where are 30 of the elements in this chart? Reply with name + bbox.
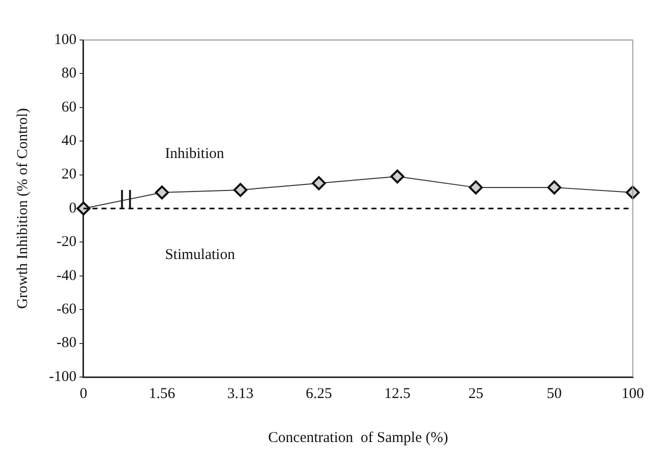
y-tick-label: -100 bbox=[48, 368, 76, 385]
point bbox=[390, 169, 404, 184]
x-tick-label: 1.56 bbox=[148, 386, 176, 402]
point bbox=[547, 180, 562, 194]
point bbox=[154, 185, 169, 200]
y-tick-label: -20 bbox=[56, 234, 76, 250]
x-tick-label: 100 bbox=[622, 386, 644, 402]
x-tick-label: 50 bbox=[546, 386, 562, 402]
x-tick-label: 6.25 bbox=[306, 386, 332, 402]
x-tick-label: 25 bbox=[468, 386, 484, 402]
y-tick-label: 0 bbox=[68, 200, 76, 216]
x-tick-label: 12.5 bbox=[384, 386, 410, 402]
x-tick-label: 3.13 bbox=[227, 386, 254, 402]
y-tick-label: 80 bbox=[61, 66, 76, 82]
x-tick-label: 0 bbox=[80, 386, 88, 402]
y-axis-title: Growth Inhibition (% of Control) bbox=[14, 108, 31, 309]
annotation: Stimulation bbox=[164, 247, 236, 264]
point bbox=[312, 176, 326, 190]
y-tick-label: 40 bbox=[61, 133, 76, 150]
y-tick-label: -40 bbox=[56, 268, 76, 284]
annotation: Inhibition bbox=[164, 146, 225, 162]
y-tick-label: 100 bbox=[54, 32, 76, 48]
point bbox=[626, 185, 640, 200]
y-tick-label: -60 bbox=[56, 302, 76, 318]
y-tick-label: 60 bbox=[61, 99, 76, 116]
y-tick-label: -80 bbox=[56, 335, 76, 352]
point bbox=[468, 180, 483, 194]
point bbox=[233, 182, 248, 197]
y-tick-label: 20 bbox=[61, 166, 76, 183]
x-axis-title: Concentration of Sample (%) bbox=[268, 430, 448, 446]
